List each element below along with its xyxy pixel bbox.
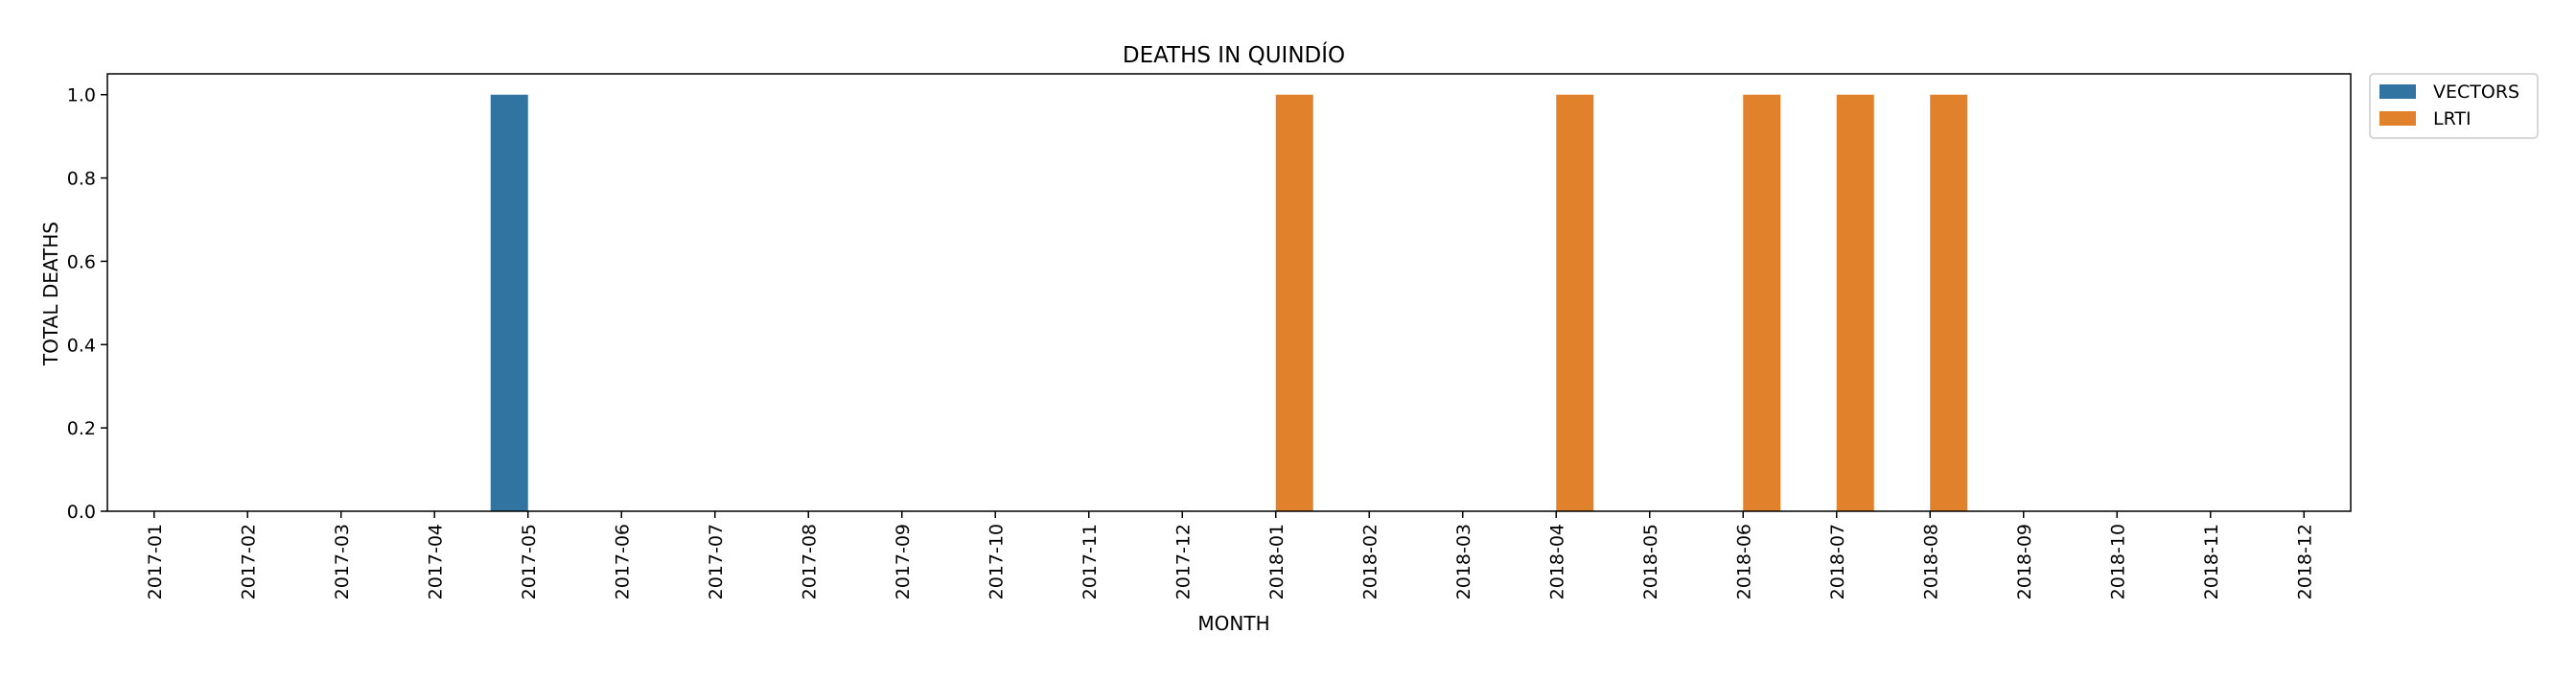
x-tick-label: 2018-05 bbox=[1640, 524, 1661, 599]
legend-swatch-vectors bbox=[2379, 84, 2416, 99]
legend-label-vectors: VECTORS bbox=[2433, 82, 2519, 103]
x-tick-label: 2018-11 bbox=[2201, 524, 2222, 599]
x-tick-label: 2018-12 bbox=[2294, 524, 2315, 599]
x-tick-label: 2017-12 bbox=[1172, 524, 1194, 599]
y-tick-label: 0.4 bbox=[67, 335, 96, 356]
x-tick-label: 2017-09 bbox=[893, 524, 914, 599]
y-tick-label: 0.2 bbox=[67, 418, 96, 439]
x-tick-label: 2018-08 bbox=[1920, 524, 1941, 599]
bar-group bbox=[490, 94, 1968, 512]
bar-lrti-2018-04 bbox=[1556, 94, 1594, 512]
x-tick-label: 2018-09 bbox=[2014, 524, 2035, 599]
x-tick-label: 2017-07 bbox=[706, 524, 727, 599]
legend-label-lrti: LRTI bbox=[2433, 108, 2472, 129]
x-tick-label: 2017-03 bbox=[332, 524, 353, 599]
x-axis-ticks: 2017-01 2017-02 2017-03 2017-04 2017-05 2017-… bbox=[145, 511, 2315, 599]
y-axis-label: TOTAL DEATHS bbox=[39, 222, 62, 366]
x-tick-label: 2017-11 bbox=[1079, 524, 1101, 599]
x-tick-label: 2017-08 bbox=[799, 524, 820, 599]
y-axis-ticks: 0.0 0.2 0.4 0.6 0.8 1.0 bbox=[67, 85, 107, 523]
x-tick-label: 2018-06 bbox=[1733, 524, 1754, 599]
x-tick-label: 2017-05 bbox=[519, 524, 540, 599]
x-tick-label: 2017-01 bbox=[145, 524, 166, 599]
bar-lrti-2018-07 bbox=[1836, 94, 1874, 512]
y-tick-label: 0.6 bbox=[67, 251, 96, 272]
x-tick-label: 2018-04 bbox=[1546, 524, 1567, 599]
bar-lrti-2018-01 bbox=[1275, 94, 1313, 512]
legend: VECTORS LRTI bbox=[2369, 73, 2539, 139]
x-tick-label: 2017-10 bbox=[986, 524, 1007, 599]
x-axis-label: MONTH bbox=[1197, 612, 1269, 635]
x-tick-label: 2017-02 bbox=[238, 524, 259, 599]
x-tick-label: 2018-10 bbox=[2107, 524, 2128, 599]
x-tick-label: 2018-07 bbox=[1827, 524, 1848, 599]
bar-lrti-2018-08 bbox=[1930, 94, 1968, 512]
x-tick-label: 2018-03 bbox=[1453, 524, 1474, 599]
x-tick-label: 2018-01 bbox=[1266, 524, 1288, 599]
x-tick-label: 2017-06 bbox=[612, 524, 633, 599]
y-tick-label: 1.0 bbox=[67, 85, 96, 106]
x-tick-label: 2017-04 bbox=[425, 524, 446, 599]
chart-title: DEATHS IN QUINDÍO bbox=[1123, 41, 1345, 68]
y-tick-label: 0.8 bbox=[67, 169, 96, 190]
bar-vectors-2017-05 bbox=[490, 94, 528, 512]
y-tick-label: 0.0 bbox=[67, 502, 96, 523]
plot-frame bbox=[106, 73, 2352, 512]
bar-lrti-2018-06 bbox=[1743, 94, 1781, 512]
legend-swatch-lrti bbox=[2379, 111, 2416, 126]
x-tick-label: 2018-02 bbox=[1359, 524, 1381, 599]
